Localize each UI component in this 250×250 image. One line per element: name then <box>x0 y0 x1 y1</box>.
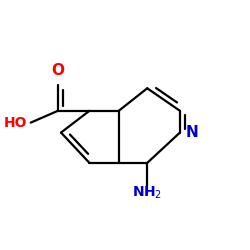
Text: NH$_2$: NH$_2$ <box>132 184 162 201</box>
Text: N: N <box>186 125 198 140</box>
Text: HO: HO <box>4 116 27 130</box>
Text: O: O <box>52 63 64 78</box>
